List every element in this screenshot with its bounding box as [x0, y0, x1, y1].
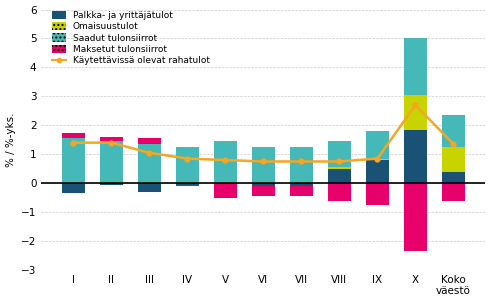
Bar	[214, 141, 237, 182]
Legend: Palkka- ja yrittäjätulot, Omaisuustulot, Saadut tulonsiirrot, Maksetut tulonsiir: Palkka- ja yrittäjätulot, Omaisuustulot,…	[50, 9, 212, 67]
Bar	[100, 183, 123, 185]
Bar	[251, 186, 275, 196]
Bar	[176, 147, 199, 182]
Bar	[327, 169, 351, 183]
Bar	[137, 144, 161, 182]
Bar	[366, 159, 389, 160]
Bar	[327, 183, 351, 201]
Bar	[100, 182, 123, 183]
Bar	[100, 137, 123, 141]
Bar	[404, 95, 427, 130]
Bar	[404, 38, 427, 95]
Bar	[137, 138, 161, 144]
Bar	[366, 183, 389, 205]
Bar	[214, 182, 237, 183]
Bar	[442, 115, 465, 147]
Bar	[404, 130, 427, 183]
Bar	[290, 183, 313, 186]
Bar	[176, 185, 199, 186]
Bar	[442, 147, 465, 172]
Bar	[327, 141, 351, 167]
Bar	[176, 182, 199, 183]
Bar	[290, 182, 313, 183]
Bar	[100, 141, 123, 182]
Y-axis label: % / %-yks.: % / %-yks.	[5, 113, 16, 167]
Bar	[61, 183, 85, 193]
Bar	[290, 147, 313, 182]
Bar	[137, 183, 161, 192]
Bar	[251, 182, 275, 183]
Bar	[137, 182, 161, 183]
Bar	[366, 131, 389, 159]
Bar	[442, 172, 465, 183]
Bar	[61, 138, 85, 183]
Bar	[290, 186, 313, 196]
Bar	[214, 183, 237, 198]
Bar	[327, 167, 351, 169]
Bar	[61, 133, 85, 138]
Bar	[404, 183, 427, 251]
Bar	[366, 160, 389, 183]
Bar	[442, 183, 465, 201]
Bar	[176, 183, 199, 185]
Bar	[251, 147, 275, 182]
Bar	[251, 183, 275, 186]
